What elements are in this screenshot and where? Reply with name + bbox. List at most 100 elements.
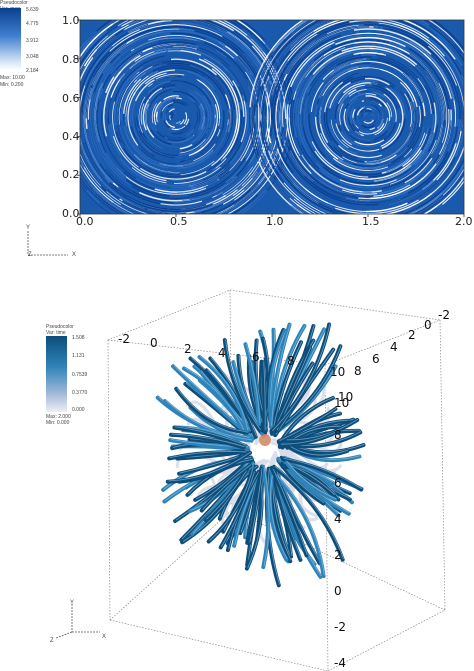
- streamline: [214, 104, 218, 132]
- streamline: [353, 129, 361, 135]
- streamline: [92, 108, 117, 174]
- streamtube-highlight: [275, 345, 342, 431]
- streamline: [114, 66, 143, 133]
- bottom-x-tick: 2: [184, 342, 192, 356]
- streamtube-highlight: [272, 341, 303, 433]
- streamline: [257, 161, 305, 214]
- streamline: [400, 41, 441, 78]
- streamtube-highlight: [165, 399, 253, 441]
- streamline: [198, 120, 209, 141]
- streamline: [311, 213, 314, 214]
- streamline: [159, 41, 196, 46]
- streamtube: [280, 457, 364, 492]
- streamline: [385, 145, 420, 173]
- streamline: [160, 110, 163, 118]
- streamline: [138, 96, 146, 133]
- streamline: [193, 143, 216, 162]
- streamline: [362, 106, 377, 111]
- streamline: [132, 20, 136, 21]
- streamtube-core: [259, 434, 271, 446]
- top-triad-y-label: Y: [26, 225, 31, 231]
- top-y-tick: 0.2: [62, 168, 80, 181]
- top-legend-level: 4.775: [26, 21, 39, 27]
- top-y-tick: 0.4: [62, 130, 80, 143]
- streamline: [201, 88, 216, 115]
- streamline: [80, 152, 102, 187]
- streamline: [266, 20, 304, 57]
- streamline: [80, 184, 112, 214]
- streamline: [209, 20, 235, 32]
- streamline: [306, 54, 362, 100]
- streamline: [123, 125, 168, 169]
- streamtube-highlight: [200, 355, 249, 431]
- streamtube-highlight: [282, 396, 334, 440]
- streamline: [370, 82, 387, 89]
- streamline: [127, 92, 139, 146]
- streamline: [119, 24, 207, 44]
- streamtube-highlight: [233, 361, 259, 425]
- streamline: [208, 27, 272, 100]
- streamline: [426, 75, 441, 111]
- streamline: [132, 191, 174, 204]
- streamline: [282, 40, 333, 111]
- streamline: [308, 113, 326, 158]
- streamline: [360, 108, 367, 114]
- streamline: [200, 135, 218, 155]
- streamtube-highlight: [271, 466, 308, 555]
- streamline: [148, 87, 163, 100]
- bottom-legend-level: 0.000: [72, 407, 85, 413]
- streamline: [350, 133, 375, 141]
- streamline: [154, 89, 173, 100]
- streamtube-highlight: [202, 464, 252, 510]
- streamtube: [196, 482, 256, 508]
- streamline: [413, 132, 435, 166]
- streamline: [164, 76, 182, 79]
- streamline: [109, 185, 203, 212]
- streamline: [100, 26, 204, 65]
- streamline: [465, 50, 474, 133]
- bottom-y-tick: -2: [334, 620, 346, 634]
- streamline: [80, 157, 85, 168]
- streamtube: [169, 432, 246, 450]
- streamline: [84, 20, 121, 50]
- streamline: [315, 221, 395, 233]
- bottom-triad-y-label: Y: [70, 600, 75, 606]
- streamline: [354, 110, 358, 117]
- streamline: [214, 148, 239, 175]
- streamline: [407, 156, 456, 204]
- streamline: [93, 56, 120, 103]
- streamline: [235, 20, 275, 57]
- streamline: [412, 106, 419, 140]
- streamtube: [269, 468, 326, 579]
- streamtube-highlight: [184, 367, 247, 434]
- streamline: [231, 20, 237, 23]
- streamline: [121, 20, 136, 27]
- streamline: [232, 80, 245, 117]
- streamline: [404, 93, 413, 127]
- streamline: [371, 91, 390, 102]
- streamline: [405, 92, 415, 133]
- streamline: [80, 30, 97, 51]
- streamtube-highlight: [271, 469, 325, 576]
- streamline: [151, 103, 157, 124]
- streamline: [292, 45, 332, 86]
- streamline: [346, 37, 392, 42]
- streamline: [168, 120, 177, 126]
- streamline: [374, 117, 388, 136]
- streamline: [179, 144, 193, 150]
- streamline: [186, 70, 214, 88]
- streamline: [370, 104, 381, 115]
- streamline: [225, 109, 243, 159]
- streamline: [109, 182, 207, 211]
- streamline: [418, 213, 420, 214]
- streamline: [189, 64, 211, 76]
- streamline: [148, 35, 234, 59]
- streamline: [441, 162, 464, 194]
- top-triad-x-label: X: [72, 252, 77, 258]
- streamline: [203, 58, 234, 86]
- streamline: [408, 20, 438, 38]
- streamline: [85, 43, 127, 119]
- streamline: [365, 110, 372, 113]
- streamline: [165, 120, 175, 129]
- streamline: [186, 117, 216, 155]
